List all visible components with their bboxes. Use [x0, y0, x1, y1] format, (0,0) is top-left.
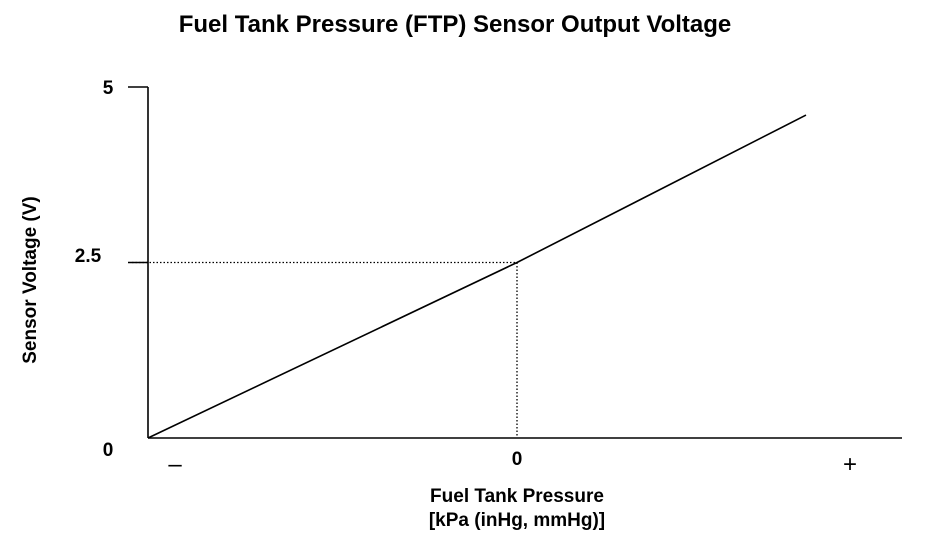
- x-tick-label: +: [843, 451, 857, 478]
- y-axis-label: Sensor Voltage (V): [20, 196, 41, 364]
- series-line: [147, 114, 807, 439]
- y-tick-label: 2.5: [75, 246, 102, 267]
- y-tick-label: 5: [103, 78, 114, 99]
- x-tick-label: 0: [512, 449, 523, 470]
- y-ticks: 02.55: [75, 78, 148, 461]
- x-axis-units: [kPa (inHg, mmHg)]: [429, 510, 605, 531]
- guides: [132, 261, 518, 438]
- x-ticks: – 0 +: [168, 449, 857, 478]
- axes: [147, 87, 902, 439]
- x-axis-label: Fuel Tank Pressure: [430, 486, 604, 507]
- x-tick-label: –: [168, 451, 182, 478]
- chart-title: Fuel Tank Pressure (FTP) Sensor Output V…: [179, 11, 732, 38]
- y-tick-label: 0: [103, 440, 114, 461]
- series-layer: [147, 114, 807, 439]
